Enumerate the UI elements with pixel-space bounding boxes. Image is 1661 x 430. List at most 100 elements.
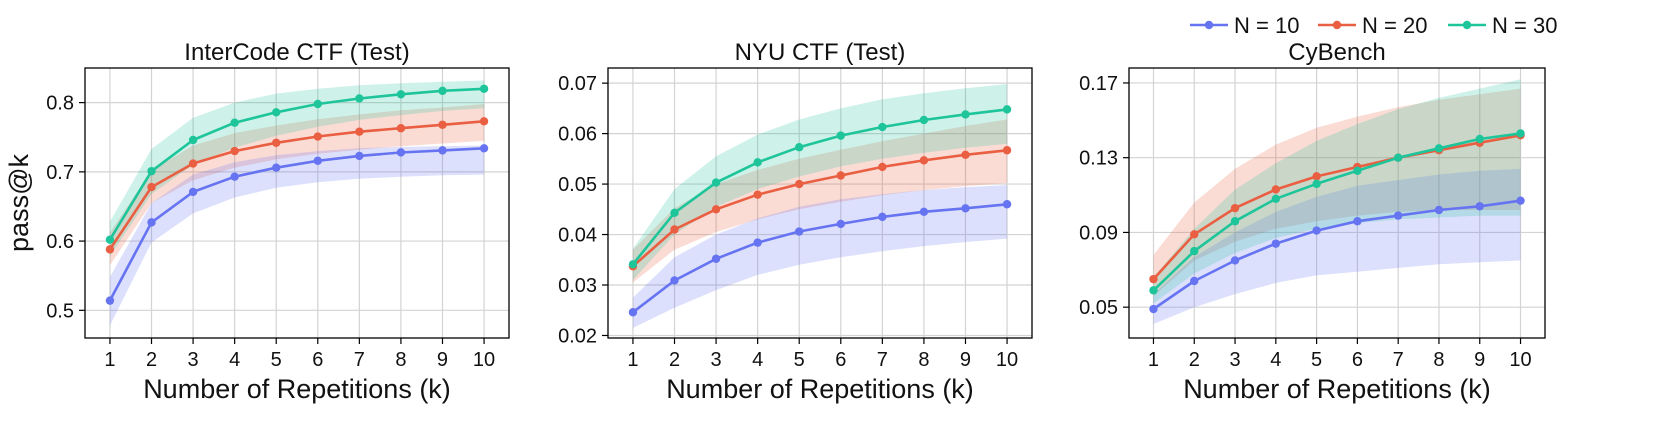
data-point-n-10 bbox=[919, 207, 929, 217]
data-point-n-20 bbox=[105, 245, 115, 254]
x-axis-label: Number of Repetitions (k) bbox=[666, 374, 974, 404]
data-point-n-10 bbox=[230, 172, 239, 181]
x-tick-label: 6 bbox=[835, 349, 846, 371]
data-point-n-30 bbox=[1271, 194, 1281, 203]
data-point-n-20 bbox=[313, 132, 322, 141]
x-tick-label: 4 bbox=[1270, 349, 1281, 371]
data-point-n-30 bbox=[230, 118, 239, 127]
data-point-n-30 bbox=[836, 131, 845, 140]
series-line-n-30 bbox=[108, 87, 485, 241]
data-point-n-20 bbox=[1002, 146, 1012, 155]
legend-label-n-10: N = 10 bbox=[1234, 13, 1299, 38]
series-line-n-20 bbox=[632, 149, 1008, 268]
data-point-n-30 bbox=[1230, 217, 1240, 226]
data-point-n-20 bbox=[147, 182, 156, 192]
x-tick-label: 7 bbox=[354, 349, 365, 371]
y-tick-label: 0.02 bbox=[558, 325, 597, 347]
data-point-n-20 bbox=[670, 225, 679, 234]
data-point-n-10 bbox=[1190, 276, 1199, 286]
data-point-n-30 bbox=[961, 110, 970, 119]
data-point-n-20 bbox=[396, 124, 406, 133]
data-point-n-30 bbox=[711, 178, 721, 187]
data-point-n-10 bbox=[753, 238, 762, 247]
data-point-n-10 bbox=[961, 204, 970, 213]
data-point-n-30 bbox=[1393, 153, 1403, 162]
y-tick-label: 0.8 bbox=[46, 93, 74, 115]
y-tick-label: 0.07 bbox=[558, 73, 597, 95]
plot-frame bbox=[607, 67, 1033, 339]
y-tick-label: 0.7 bbox=[46, 162, 74, 184]
data-point-n-10 bbox=[1271, 239, 1281, 248]
data-point-n-30 bbox=[753, 158, 762, 167]
data-point-n-20 bbox=[1230, 203, 1240, 213]
y-tick-label: 0.09 bbox=[1079, 222, 1118, 244]
x-tick-label: 1 bbox=[627, 349, 638, 371]
x-tick-label: 4 bbox=[752, 349, 763, 371]
x-tick-label: 2 bbox=[1189, 349, 1200, 371]
band-n-30 bbox=[109, 80, 485, 257]
data-point-n-30 bbox=[396, 90, 406, 99]
data-point-n-20 bbox=[711, 205, 721, 214]
x-tick-label: 6 bbox=[312, 349, 323, 371]
x-axis-label: Number of Repetitions (k) bbox=[1183, 374, 1491, 404]
data-point-n-30 bbox=[670, 208, 679, 218]
series-line-n-10 bbox=[1152, 199, 1521, 311]
data-point-n-20 bbox=[1149, 274, 1158, 284]
data-point-n-20 bbox=[230, 146, 239, 156]
plot-frame bbox=[84, 67, 510, 339]
data-point-n-30 bbox=[1312, 179, 1321, 189]
x-tick-label: 3 bbox=[188, 349, 199, 371]
data-point-n-20 bbox=[272, 138, 281, 147]
band-n-20 bbox=[109, 104, 485, 266]
data-point-n-30 bbox=[795, 143, 804, 152]
x-tick-label: 9 bbox=[437, 349, 448, 371]
data-point-n-10 bbox=[313, 156, 322, 165]
data-point-n-10 bbox=[836, 219, 845, 229]
band-n-20 bbox=[632, 119, 1008, 283]
data-point-n-10 bbox=[1516, 196, 1525, 205]
x-tick-label: 2 bbox=[146, 349, 157, 371]
y-tick-label: 0.03 bbox=[558, 275, 597, 297]
x-tick-label: 7 bbox=[877, 349, 888, 371]
data-point-n-10 bbox=[188, 187, 198, 197]
x-tick-label: 10 bbox=[996, 349, 1018, 371]
data-point-n-10 bbox=[1149, 304, 1158, 314]
data-point-n-20 bbox=[1312, 172, 1321, 181]
panel-cybench: 1 2 3 4 5 6 7 8 9 10 0.05 0.09 0.13 0.17 CyBench Number… bbox=[1079, 39, 1546, 404]
data-point-n-30 bbox=[355, 94, 364, 103]
y-tick-label: 0.05 bbox=[1079, 297, 1118, 319]
data-point-n-30 bbox=[105, 235, 115, 244]
data-point-n-10 bbox=[1475, 202, 1484, 211]
data-point-n-30 bbox=[438, 86, 447, 96]
data-point-n-10 bbox=[878, 212, 887, 222]
data-point-n-30 bbox=[1516, 129, 1525, 138]
legend-marker-n-30 bbox=[1462, 20, 1472, 30]
data-point-n-20 bbox=[438, 120, 447, 129]
x-tick-label: 3 bbox=[711, 349, 722, 371]
data-point-n-10 bbox=[670, 276, 679, 285]
y-tick-label: 0.5 bbox=[46, 300, 74, 322]
band-n-10 bbox=[109, 145, 485, 326]
x-tick-label: 9 bbox=[960, 349, 971, 371]
data-point-n-20 bbox=[1190, 230, 1199, 239]
x-tick-label: 5 bbox=[271, 349, 282, 371]
x-tick-label: 6 bbox=[1352, 349, 1363, 371]
x-tick-label: 5 bbox=[1311, 349, 1322, 371]
data-point-n-10 bbox=[105, 296, 115, 305]
data-point-n-30 bbox=[628, 260, 638, 269]
x-tick-label: 8 bbox=[1433, 349, 1444, 371]
x-tick-label: 4 bbox=[229, 349, 240, 371]
data-point-n-20 bbox=[919, 156, 929, 165]
panel-intercode-ctf: 1 2 3 4 5 6 7 8 9 10 0.5 0.6 0.7 0.8 InterCode CTF (Te… bbox=[4, 39, 510, 404]
data-point-n-20 bbox=[961, 150, 970, 160]
band-n-10 bbox=[632, 185, 1008, 328]
y-tick-label: 0.04 bbox=[558, 225, 597, 247]
x-tick-label: 8 bbox=[395, 349, 406, 371]
data-point-n-20 bbox=[878, 162, 887, 172]
data-point-n-10 bbox=[628, 308, 638, 317]
x-axis-label: Number of Repetitions (k) bbox=[143, 374, 451, 404]
data-point-n-30 bbox=[1434, 144, 1444, 153]
data-point-n-30 bbox=[1149, 286, 1158, 295]
data-point-n-30 bbox=[919, 115, 929, 125]
